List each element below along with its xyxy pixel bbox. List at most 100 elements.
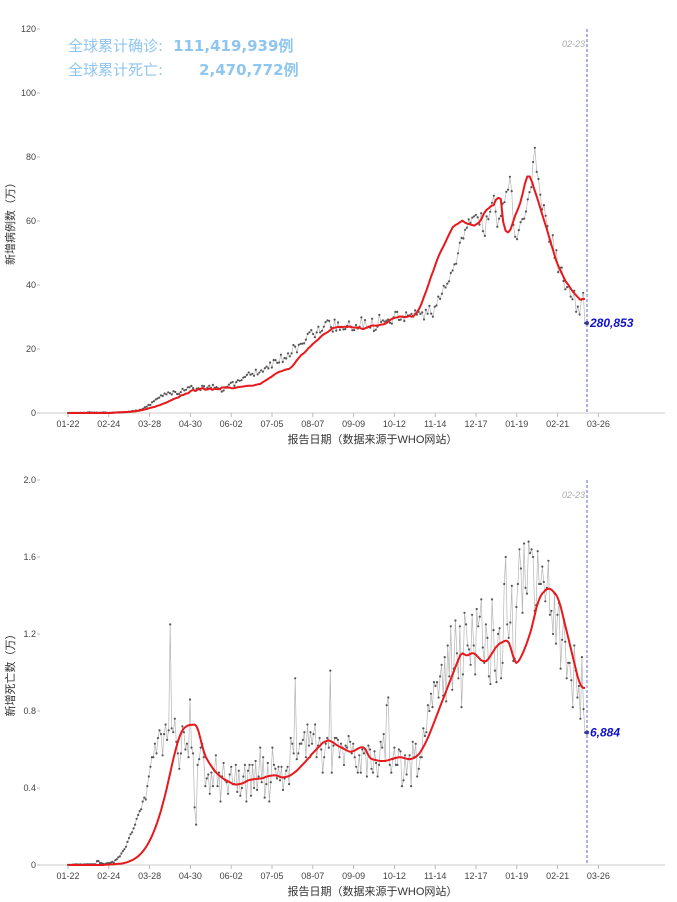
x-tick-label: 01-22 <box>56 419 79 429</box>
daily-point <box>227 792 230 795</box>
daily-point <box>440 663 443 666</box>
daily-point <box>269 781 272 784</box>
daily-point <box>210 771 213 774</box>
last-value-point <box>585 321 589 326</box>
daily-point <box>300 742 303 745</box>
daily-point <box>236 379 239 382</box>
x-tick-label: 07-05 <box>260 419 283 429</box>
x-tick-label: 11-14 <box>424 419 446 429</box>
daily-point <box>310 329 313 332</box>
daily-point <box>327 746 330 749</box>
daily-point <box>423 734 426 738</box>
daily-point <box>579 717 582 720</box>
daily-point <box>347 734 350 738</box>
daily-point <box>498 217 501 220</box>
daily-point <box>220 390 223 393</box>
daily-point <box>400 785 404 788</box>
daily-point <box>187 756 190 759</box>
daily-point <box>159 394 163 397</box>
daily-point <box>507 188 510 191</box>
daily-point <box>376 775 379 778</box>
daily-point <box>442 284 445 287</box>
daily-point <box>396 763 399 767</box>
daily-point <box>295 351 299 354</box>
daily-point <box>527 540 530 543</box>
total-confirmed-label: 全球累计确诊: <box>68 37 164 55</box>
daily-point <box>265 783 268 786</box>
daily-point <box>405 773 408 776</box>
daily-series-line <box>68 541 586 866</box>
daily-point <box>152 756 155 759</box>
daily-point <box>149 765 152 768</box>
daily-point <box>582 708 585 711</box>
x-tick-label: 02-24 <box>97 419 120 429</box>
daily-point <box>426 704 429 707</box>
y-axis-title: 新增病例数（万） <box>3 177 17 265</box>
daily-point <box>163 392 166 395</box>
daily-point <box>393 746 396 749</box>
daily-point <box>420 756 423 759</box>
daily-point <box>322 325 325 328</box>
daily-point <box>217 771 221 774</box>
daily-point <box>559 667 562 670</box>
daily-point <box>342 763 346 767</box>
daily-point <box>397 748 400 751</box>
daily-point <box>474 673 477 676</box>
daily-point <box>132 827 135 830</box>
daily-point <box>190 384 193 387</box>
daily-point <box>582 291 585 294</box>
total-deaths-value: 2,470,772例 <box>199 61 299 79</box>
daily-point <box>347 320 350 323</box>
daily-point <box>555 249 558 252</box>
daily-point <box>274 359 277 362</box>
daily-point <box>263 796 266 799</box>
daily-point <box>242 376 245 379</box>
daily-point <box>315 331 318 334</box>
daily-point <box>313 336 316 339</box>
daily-point <box>333 318 336 321</box>
daily-point <box>422 727 425 730</box>
daily-point <box>184 748 187 751</box>
daily-point <box>533 146 537 149</box>
daily-point <box>464 228 467 231</box>
daily-point <box>507 636 510 640</box>
daily-point <box>506 623 509 626</box>
daily-point <box>188 386 191 389</box>
daily-point <box>481 230 485 233</box>
daily-point <box>292 752 295 755</box>
daily-point <box>445 700 448 703</box>
daily-point <box>237 769 240 772</box>
daily-point <box>410 785 413 788</box>
daily-point <box>569 295 572 298</box>
daily-point <box>285 769 288 772</box>
daily-point <box>440 292 443 295</box>
daily-point <box>288 783 291 786</box>
daily-point <box>390 771 393 774</box>
daily-point <box>532 555 535 559</box>
daily-point <box>433 305 436 308</box>
daily-point <box>185 742 189 745</box>
daily-point <box>405 311 408 314</box>
daily-point <box>208 792 211 795</box>
daily-point <box>378 313 381 316</box>
daily-point <box>504 555 507 559</box>
daily-point <box>571 298 574 301</box>
daily-point <box>245 373 248 376</box>
daily-point <box>443 656 446 659</box>
daily-point <box>147 403 150 406</box>
daily-point <box>168 392 172 395</box>
daily-point <box>156 736 160 740</box>
daily-point <box>126 840 129 844</box>
daily-point <box>494 210 497 213</box>
daily-point <box>447 280 451 283</box>
daily-point <box>430 312 433 315</box>
daily-point <box>351 329 354 332</box>
y-tick-label: 0.4 <box>23 783 36 793</box>
daily-point <box>233 384 236 387</box>
daily-point <box>238 379 241 382</box>
daily-point <box>475 607 478 611</box>
daily-point <box>332 744 335 747</box>
daily-point <box>281 360 284 364</box>
daily-point <box>156 397 159 400</box>
daily-point <box>516 582 520 586</box>
